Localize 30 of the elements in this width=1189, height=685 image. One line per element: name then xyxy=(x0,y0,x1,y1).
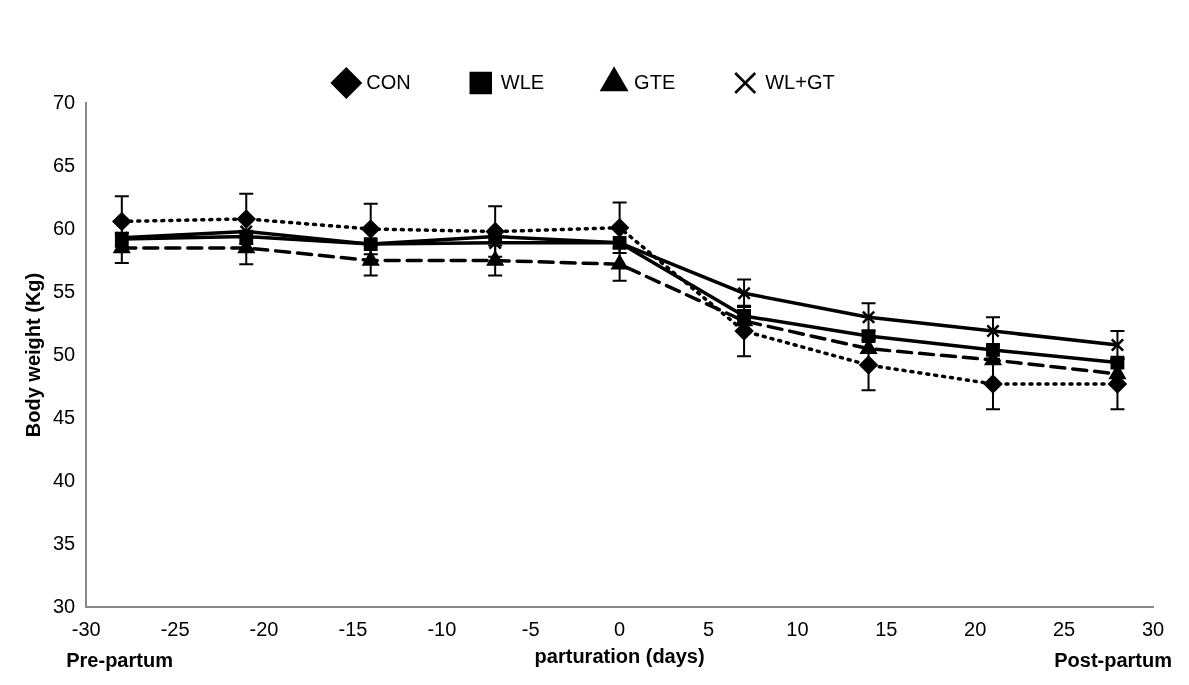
x-tick-label: 25 xyxy=(1052,617,1076,640)
x-tick-label: -15 xyxy=(338,617,368,640)
x-tick-label: 20 xyxy=(964,617,987,640)
y-axis-title: Body weight (Kg) xyxy=(21,272,44,438)
y-tick-label: 45 xyxy=(53,405,76,428)
x-axis-title: parturation (days) xyxy=(534,644,705,667)
legend-label: WL+GT xyxy=(765,70,835,93)
x-tick-label: -30 xyxy=(71,617,101,640)
y-tick-label: 50 xyxy=(53,342,76,365)
x-tick-label: 10 xyxy=(786,617,809,640)
y-tick-label: 60 xyxy=(53,216,76,239)
y-tick-label: 70 xyxy=(53,90,76,113)
y-tick-label: 35 xyxy=(53,531,76,554)
text: Post-partum xyxy=(1054,648,1172,671)
text: Pre-partum xyxy=(66,648,173,671)
y-tick-label: 40 xyxy=(53,468,76,491)
x-tick-label: -10 xyxy=(427,617,457,640)
y-tick-label: 65 xyxy=(53,153,76,176)
x-tick-label: 30 xyxy=(1141,617,1165,640)
x-tick-label: 15 xyxy=(875,617,898,640)
x-tick-label: -5 xyxy=(521,617,540,640)
y-tick-label: 30 xyxy=(53,594,76,617)
x-tick-label: 5 xyxy=(702,617,715,640)
legend-label: CON xyxy=(366,70,411,93)
legend-label: GTE xyxy=(634,70,676,93)
x-tick-label: -20 xyxy=(249,617,279,640)
x-tick-label: 0 xyxy=(614,617,626,640)
legend-label: WLE xyxy=(500,70,545,93)
x-tick-label: -25 xyxy=(160,617,190,640)
y-tick-label: 55 xyxy=(53,279,76,302)
